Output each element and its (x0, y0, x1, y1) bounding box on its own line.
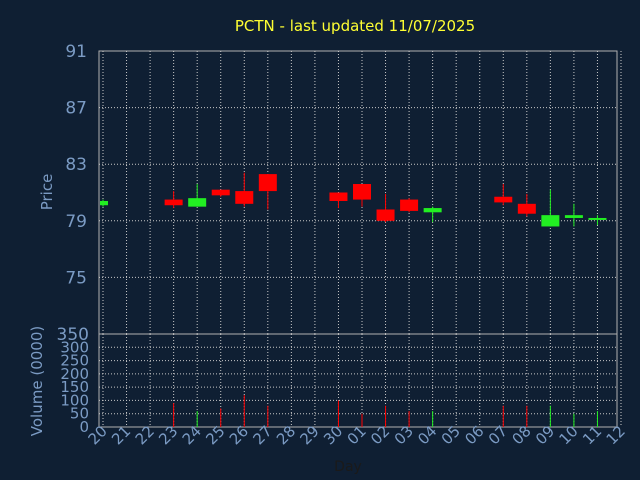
candle-body (564, 215, 583, 218)
candle-body (541, 215, 560, 227)
x-tick-label: 09 (532, 422, 558, 448)
x-tick-label: 21 (108, 422, 134, 448)
x-tick-label: 06 (461, 422, 487, 448)
candle-body (517, 203, 536, 214)
x-tick-label: 07 (485, 422, 511, 448)
x-tick-label: 12 (603, 422, 629, 448)
x-tick-label: 26 (226, 422, 252, 448)
price-axis-label: Price (38, 174, 56, 211)
x-tick-label: 23 (155, 422, 181, 448)
candle-body (164, 199, 183, 206)
price-panel: 75 79 83 87 91 (65, 42, 622, 335)
candle-body (353, 184, 371, 200)
x-tick-label: 03 (391, 422, 417, 448)
x-tick-label: 28 (273, 422, 299, 448)
x-axis-label: Day (334, 459, 362, 475)
price-tick-label: 91 (65, 42, 87, 62)
x-tick-label: 22 (132, 422, 158, 448)
volume-tick-label: 150 (60, 378, 89, 396)
volume-tick-label: 0 (79, 418, 89, 436)
x-tick-label: 27 (249, 422, 275, 448)
candle-body (329, 192, 348, 201)
volume-tick-label: 350 (57, 325, 89, 345)
x-tick-label: 30 (320, 422, 346, 448)
x-tick-label: 25 (202, 422, 228, 448)
x-tick-label: 02 (367, 422, 393, 448)
volume-tick-label: 50 (70, 405, 89, 423)
volume-tick-label: 300 (60, 338, 89, 356)
candle-body (376, 209, 395, 221)
x-tick-label: 11 (579, 422, 605, 448)
candle-body (588, 217, 607, 220)
volume-axis-label: Volume (0000) (28, 326, 46, 436)
x-tick-label: 01 (344, 422, 370, 448)
candle-body (258, 174, 277, 192)
candle-body (494, 196, 513, 203)
candle-body (400, 199, 419, 211)
volume-tick-label: 200 (60, 365, 89, 383)
price-tick-label: 75 (65, 268, 87, 288)
chart-title: PCTN - last updated 11/07/2025 (235, 17, 475, 35)
candle-body (100, 200, 108, 206)
candle-body (188, 198, 207, 207)
price-tick-label: 83 (65, 155, 87, 175)
x-tick-label: 05 (438, 422, 464, 448)
candle-body (211, 189, 230, 196)
candle-body (423, 208, 442, 213)
volume-tick-label: 100 (60, 391, 89, 409)
volume-plot-border (98, 333, 618, 428)
price-tick-label: 79 (65, 212, 87, 232)
price-tick-label: 87 (65, 99, 87, 119)
x-axis-ticks: 2021222324252627282930010203040506070809… (85, 422, 629, 448)
x-tick-label: 10 (556, 422, 582, 448)
x-tick-label: 29 (297, 422, 323, 448)
x-tick-label: 04 (414, 422, 440, 448)
x-tick-label: 24 (179, 422, 205, 448)
x-tick-label: 08 (508, 422, 534, 448)
candle-body (235, 191, 254, 204)
volume-tick-label: 250 (60, 352, 89, 370)
